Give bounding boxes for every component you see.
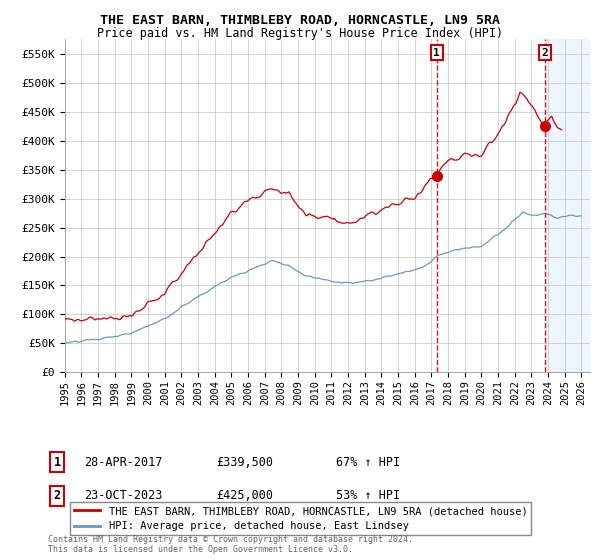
Text: 2: 2 — [542, 48, 548, 58]
Text: 1: 1 — [53, 455, 61, 469]
Text: THE EAST BARN, THIMBLEBY ROAD, HORNCASTLE, LN9 5RA: THE EAST BARN, THIMBLEBY ROAD, HORNCASTL… — [100, 14, 500, 27]
Legend: THE EAST BARN, THIMBLEBY ROAD, HORNCASTLE, LN9 5RA (detached house), HPI: Averag: THE EAST BARN, THIMBLEBY ROAD, HORNCASTL… — [70, 502, 532, 535]
Text: Contains HM Land Registry data © Crown copyright and database right 2024.
This d: Contains HM Land Registry data © Crown c… — [48, 535, 413, 554]
Text: 2: 2 — [53, 489, 61, 502]
Text: 23-OCT-2023: 23-OCT-2023 — [84, 489, 163, 502]
Text: 1: 1 — [433, 48, 440, 58]
Text: £425,000: £425,000 — [216, 489, 273, 502]
Text: 67% ↑ HPI: 67% ↑ HPI — [336, 455, 400, 469]
Text: £339,500: £339,500 — [216, 455, 273, 469]
Text: 53% ↑ HPI: 53% ↑ HPI — [336, 489, 400, 502]
Text: 28-APR-2017: 28-APR-2017 — [84, 455, 163, 469]
Text: Price paid vs. HM Land Registry's House Price Index (HPI): Price paid vs. HM Land Registry's House … — [97, 27, 503, 40]
Bar — [545, 39, 590, 372]
